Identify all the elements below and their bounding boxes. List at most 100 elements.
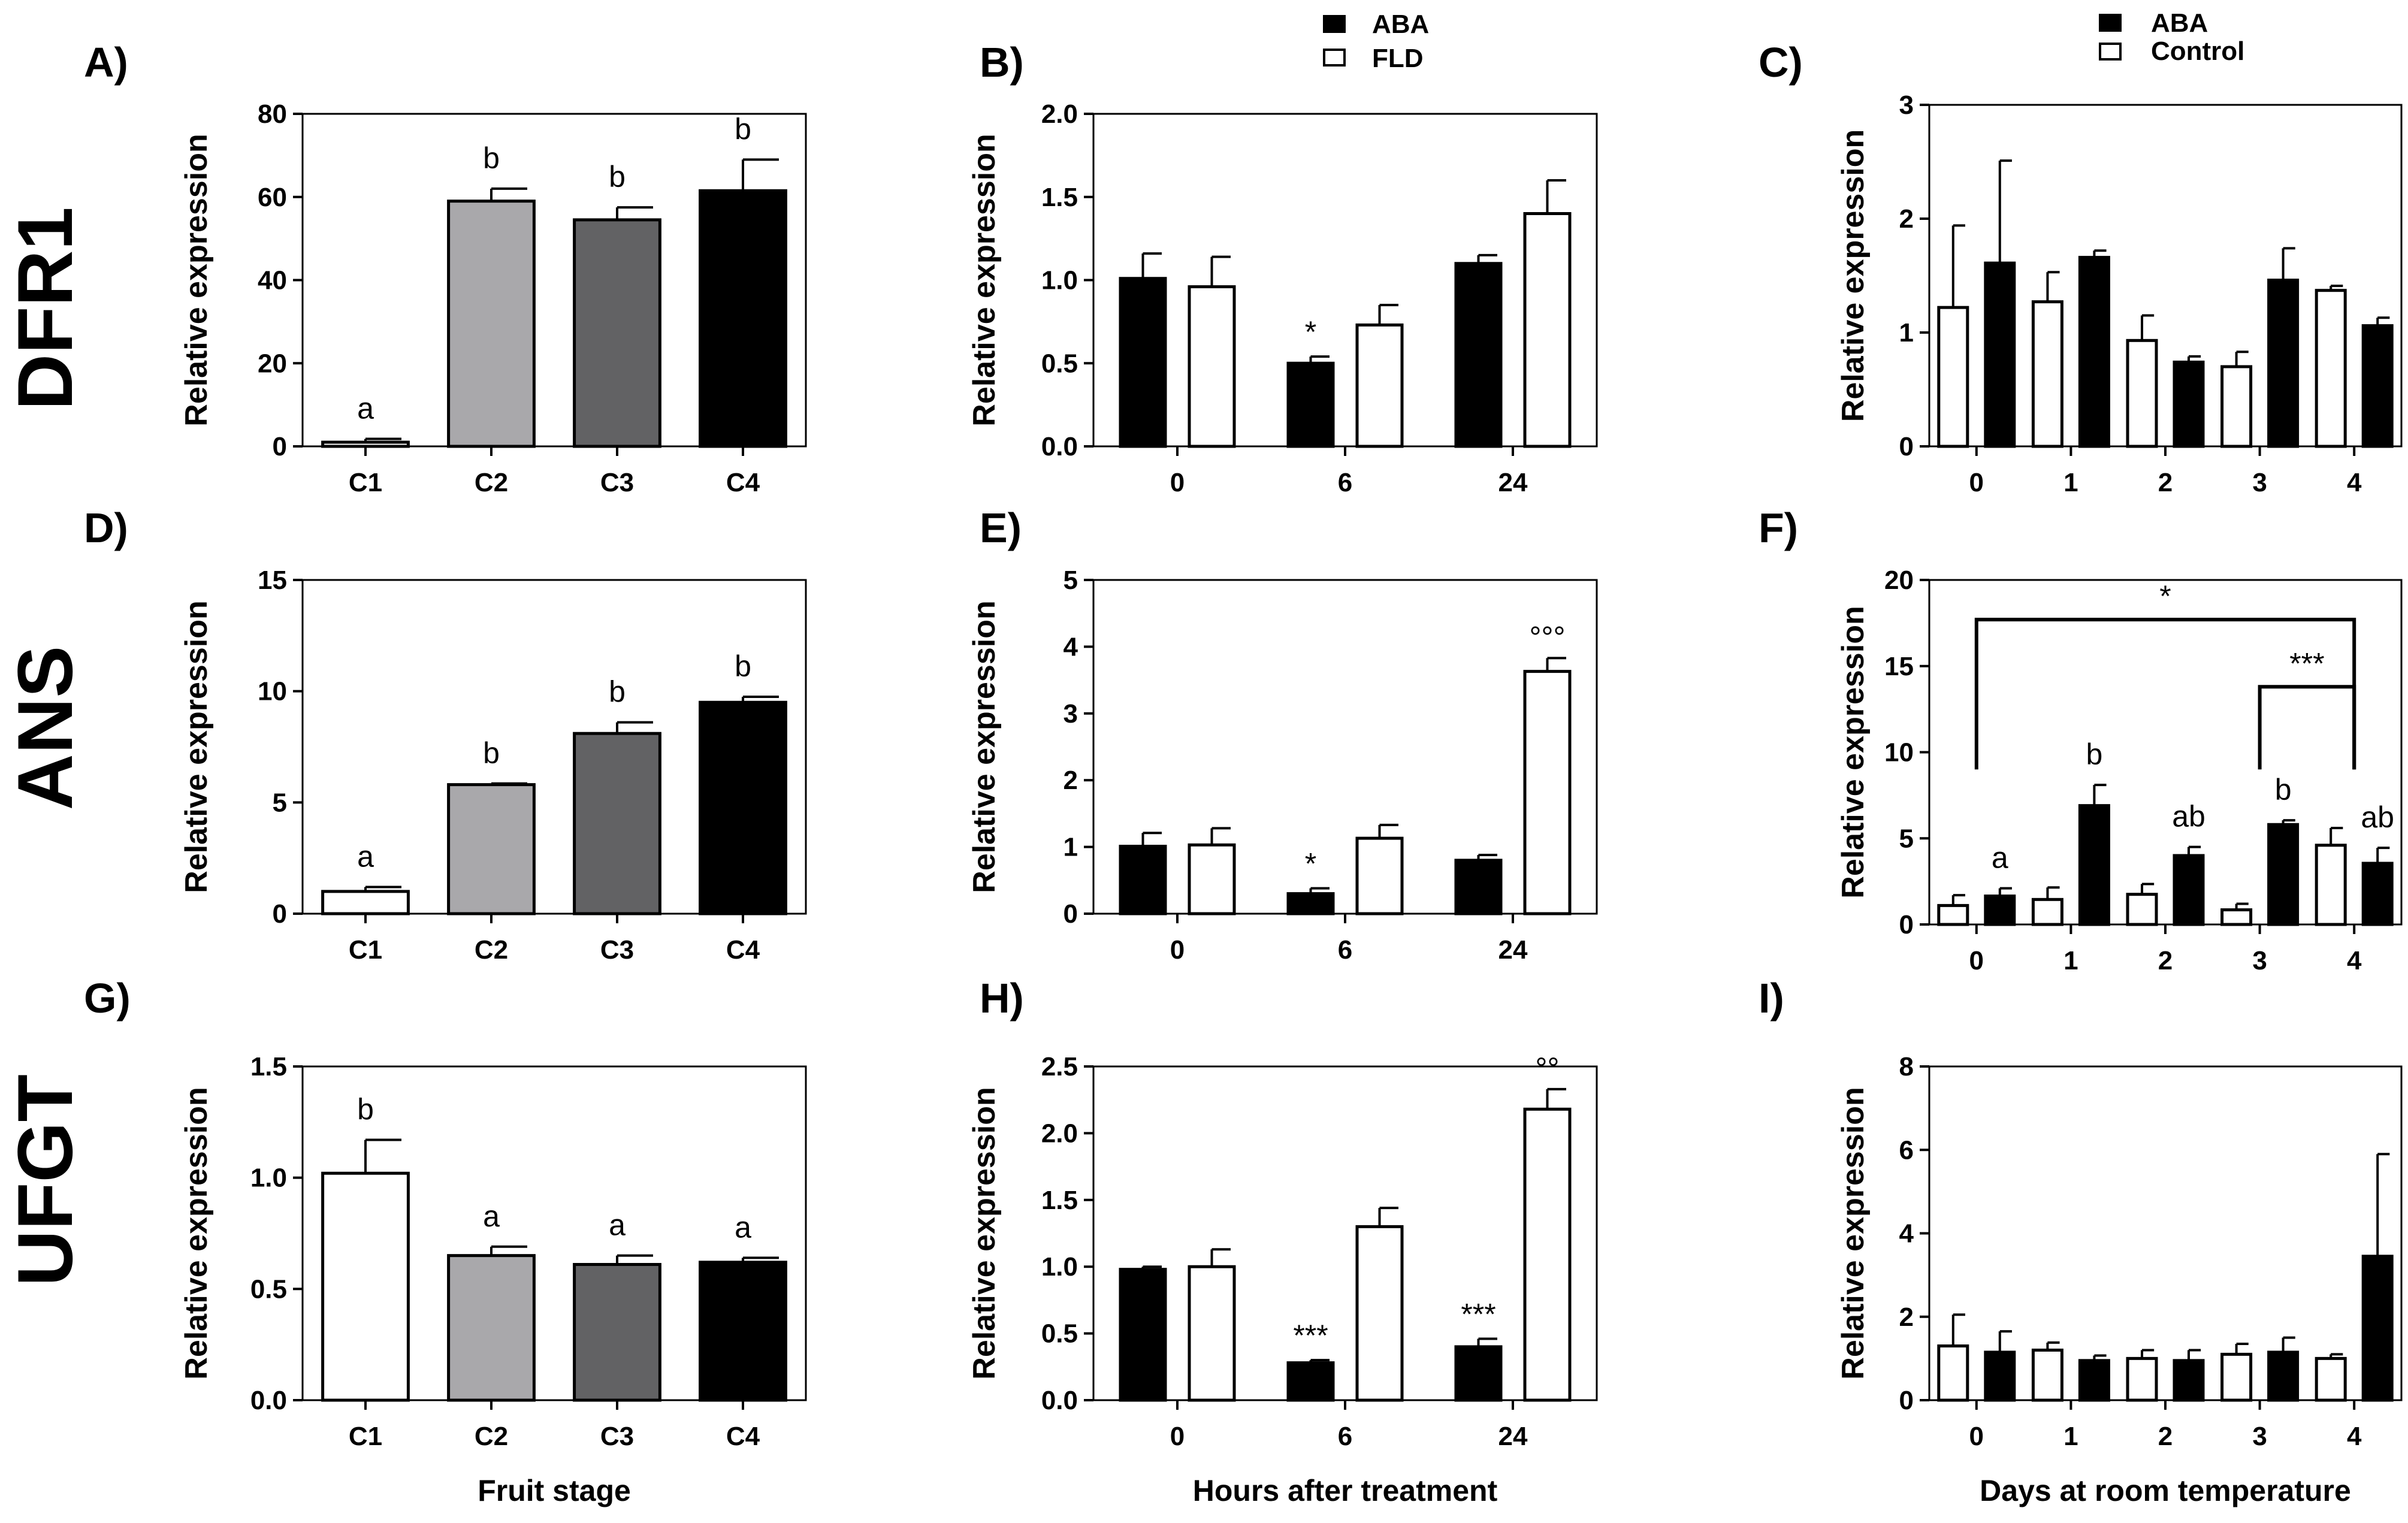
y-tick-label: 2 [1899,1303,1914,1332]
gene-label-ufgt: UFGT [1,1074,89,1286]
bar-control-1 [2031,300,2063,448]
x-tick-label: C1 [349,468,382,497]
bar-annotation: a [357,839,374,873]
bar-aba-4 [2361,862,2394,926]
x-tick-label: 0 [1170,935,1185,965]
chart-panel-a: 0 20 40 60 80 Relative expression C1 a C2 b C3 b C4 b… [84,39,807,497]
bar-annotation: b [483,141,500,175]
plot-frame [1092,113,1598,448]
y-tick-label: 1.0 [250,1164,287,1193]
y-tick-label: 1.0 [1041,266,1078,295]
panel-label-c: C) [1759,39,1803,86]
bar-control-2 [2126,339,2158,448]
x-tick-label: 24 [1498,935,1528,965]
y-tick-label: 0.5 [1041,349,1078,378]
chart-panel-c: 0 1 2 3 Relative expression 0 1 2 3 4 C) [1759,39,2403,497]
x-tick-label: 0 [1170,1422,1185,1451]
y-tick-label: 0.5 [1041,1319,1078,1349]
bar-fruit-stage-C1 [321,440,410,448]
y-axis-title: Relative expression [179,600,214,893]
bar-annotation: b [735,112,751,146]
bar-aba-24 [1454,859,1503,915]
legend-swatch-fld [1323,49,1346,67]
y-tick-label: 4 [1063,632,1078,661]
bar-annotation: a [357,392,374,425]
y-tick-label: 5 [273,788,287,817]
chart-panel-b: 0.0 0.5 1.0 1.5 2.0 Relative expression 0 6 * 24 B… [967,39,1598,497]
y-tick-label: 0.0 [1041,1386,1078,1415]
y-tick-label: 15 [1884,652,1914,681]
panel-label-d: D) [84,504,128,551]
y-tick-label: 20 [1884,566,1914,595]
y-tick-label: 40 [258,266,287,295]
bar-fruit-stage-C2 [447,1254,536,1402]
bar-annotation: * [1305,847,1316,881]
bar-fruit-stage-C3 [573,218,661,448]
bar-aba-24 [1454,1345,1503,1402]
bar-aba-3 [2267,1350,2300,1402]
x-tick-label: C1 [349,1422,382,1451]
y-axis-title: Relative expression [967,1087,1002,1379]
bar-aba-6 [1286,1361,1335,1402]
y-axis-title: Relative expression [967,600,1002,893]
bar-fld-6 [1355,1225,1404,1402]
panel-label-e: E) [980,504,1022,551]
x-tick-label: C3 [600,468,634,497]
x-tick-label: 0 [1969,468,1984,497]
chart-panel-i: 0 2 4 6 8 Relative expression 0 1 2 3 4 Days at roo… [1759,975,2403,1507]
bar-control-3 [2220,908,2253,926]
y-tick-label: 1.0 [1041,1252,1078,1282]
panel-label-f: F) [1759,504,1798,551]
bar-fld-0 [1188,843,1236,915]
plot-frame [1092,579,1598,915]
x-tick-label: 1 [2063,1422,2078,1451]
y-tick-label: 3 [1063,699,1078,729]
bar-aba-0 [1984,261,2016,448]
plot-frame [1092,1065,1598,1401]
legend-days: ABA Control [2099,8,2244,66]
x-tick-label: 3 [2252,946,2267,975]
bar-annotation: b [2086,738,2102,771]
bar-aba-24 [1454,262,1503,448]
bar-aba-0 [1984,895,2016,926]
y-tick-label: 0.5 [250,1274,287,1304]
bar-annotation: b [357,1093,374,1126]
x-tick-label: 6 [1338,468,1352,497]
bar-fld-24 [1523,1107,1572,1402]
bar-annotation: °°° [1530,620,1566,654]
legend-label-fld: FLD [1372,44,1424,73]
chart-panel-h: 0.0 0.5 1.0 1.5 2.0 2.5 Relative expression 0 6 *… [967,975,1598,1507]
x-tick-label: 3 [2252,468,2267,497]
bar-fld-6 [1355,836,1404,915]
bar-control-1 [2031,1348,2063,1402]
bar-aba-2 [2173,854,2205,926]
plot-frame [301,579,807,915]
bar-annotation: a [483,1199,500,1233]
x-tick-label: 0 [1170,468,1185,497]
bar-control-3 [2220,1352,2253,1402]
x-tick-label: 3 [2252,1422,2267,1451]
y-tick-label: 1.5 [1041,1186,1078,1215]
bar-aba-2 [2173,1359,2205,1402]
y-tick-label: 0 [1899,910,1914,939]
gene-label-dfr1: DFR1 [1,207,89,410]
bar-control-3 [2220,365,2253,448]
plot-frame [301,1065,807,1401]
x-tick-label: 2 [2158,1422,2173,1451]
x-tick-label: C3 [600,935,634,965]
y-tick-label: 1 [1899,318,1914,347]
y-tick-label: 3 [1899,90,1914,120]
x-tick-label: 2 [2158,946,2173,975]
bar-annotation: *** [1461,1298,1495,1331]
y-tick-label: 1.5 [1041,183,1078,212]
bar-aba-0 [1119,277,1167,448]
y-axis-title: Relative expression [179,134,214,426]
bar-fld-0 [1188,285,1236,448]
bar-aba-3 [2267,279,2300,448]
y-tick-label: 2 [1063,766,1078,795]
bar-annotation: b [609,675,626,709]
bar-control-0 [1937,1344,1969,1402]
bar-fruit-stage-C3 [573,1262,661,1402]
bar-fruit-stage-C2 [447,783,536,915]
